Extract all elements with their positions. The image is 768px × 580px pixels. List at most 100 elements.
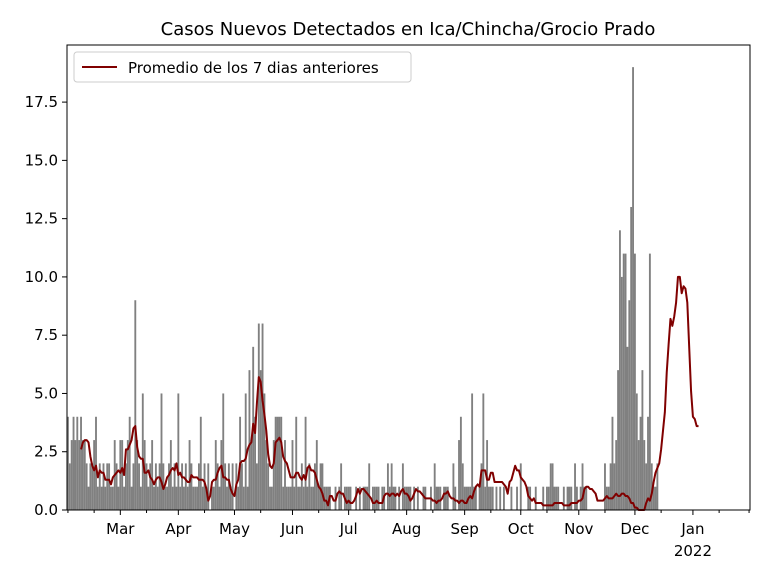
x-tick-label: Apr — [165, 520, 192, 538]
daily-cases-bar — [645, 463, 648, 510]
daily-cases-bar — [276, 416, 279, 510]
daily-cases-bar — [338, 486, 341, 510]
x-tick-label: Dec — [620, 520, 649, 538]
y-tick-label: 0.0 — [34, 501, 58, 519]
daily-cases-bar — [269, 486, 271, 510]
daily-cases-bar — [325, 486, 328, 510]
daily-cases-bar — [413, 486, 416, 510]
daily-cases-bar — [141, 393, 144, 510]
daily-cases-bar — [263, 393, 266, 510]
daily-cases-bar — [317, 486, 320, 510]
daily-cases-bar — [302, 486, 305, 510]
daily-cases-bar — [581, 463, 584, 510]
daily-cases-bar — [613, 463, 616, 510]
daily-cases-bar — [304, 416, 307, 510]
daily-cases-bar — [495, 486, 498, 510]
daily-cases-bar — [398, 486, 401, 510]
daily-cases-bar — [444, 486, 447, 510]
daily-cases-bar — [149, 463, 152, 510]
daily-cases-bar — [654, 486, 657, 510]
daily-cases-bar — [315, 440, 318, 510]
daily-cases-bar — [482, 393, 485, 510]
daily-cases-bar — [138, 463, 140, 510]
daily-cases-bar — [270, 486, 273, 510]
daily-cases-bar — [117, 486, 120, 510]
daily-cases-bar — [93, 440, 96, 510]
daily-cases-bar — [454, 486, 457, 510]
daily-cases-bar — [471, 393, 474, 510]
daily-cases-bar — [282, 486, 285, 510]
daily-cases-bar — [516, 486, 518, 510]
daily-cases-bar — [635, 393, 638, 510]
daily-cases-bar — [224, 463, 227, 510]
daily-cases-bar — [527, 486, 530, 510]
legend-label: Promedio de los 7 dias anteriores — [128, 59, 379, 77]
daily-cases-bar — [547, 486, 550, 510]
daily-cases-bar — [626, 346, 629, 510]
daily-cases-bar — [212, 486, 215, 510]
daily-cases-bar — [308, 463, 311, 510]
daily-cases-bar — [433, 463, 436, 510]
daily-cases-bar — [503, 486, 505, 510]
daily-cases-bar — [557, 486, 560, 510]
daily-cases-bar — [81, 440, 84, 510]
daily-cases-bar — [134, 300, 137, 510]
legend-box — [73, 51, 412, 83]
daily-cases-bar — [126, 440, 129, 510]
daily-cases-bar — [95, 416, 97, 510]
daily-cases-bar — [278, 416, 281, 510]
daily-cases-bar — [534, 486, 537, 510]
daily-cases-bar — [188, 440, 191, 510]
daily-cases-bar — [244, 393, 247, 510]
daily-cases-bar — [100, 486, 103, 510]
daily-cases-bar — [643, 440, 646, 510]
daily-cases-bar — [630, 206, 633, 511]
daily-cases-bar — [177, 393, 180, 510]
daily-cases-bar — [570, 486, 573, 510]
daily-cases-bar — [87, 486, 90, 510]
daily-cases-bar — [375, 486, 378, 510]
y-tick-label: 5.0 — [34, 384, 58, 402]
daily-cases-bar — [106, 463, 109, 510]
daily-cases-bar — [143, 440, 146, 510]
daily-cases-bar — [340, 463, 343, 510]
daily-cases-bar — [641, 370, 644, 510]
daily-cases-bar — [115, 463, 118, 510]
daily-cases-bar — [364, 486, 367, 510]
x-tick-label: Mar — [106, 520, 135, 538]
average-line-layer — [80, 275, 699, 511]
daily-cases-bar — [368, 463, 371, 510]
daily-cases-bar — [499, 486, 502, 510]
daily-cases-bar — [119, 440, 122, 510]
daily-cases-bar — [201, 486, 204, 510]
y-tick-label: 10.0 — [25, 268, 58, 286]
daily-cases-bar — [123, 486, 126, 510]
daily-cases-bar — [542, 486, 545, 510]
daily-cases-bar — [620, 276, 623, 510]
x-tick-label: Jul — [339, 520, 358, 538]
daily-cases-bar — [196, 486, 198, 510]
daily-cases-bar — [169, 440, 172, 510]
daily-cases-bar — [166, 486, 169, 510]
daily-cases-bar — [259, 370, 262, 510]
daily-cases-bar — [145, 463, 148, 510]
daily-cases-bar — [183, 486, 185, 510]
daily-cases-bar — [469, 486, 472, 510]
daily-cases-bar — [284, 440, 286, 510]
daily-cases-bar — [633, 253, 636, 511]
daily-cases-bar — [186, 486, 189, 510]
daily-cases-bar — [652, 486, 655, 510]
daily-cases-bar — [366, 486, 369, 510]
daily-cases-bar — [489, 486, 492, 510]
daily-cases-bar — [96, 486, 99, 510]
daily-cases-bar — [386, 463, 389, 510]
daily-cases-bar — [257, 323, 260, 510]
daily-cases-bar — [306, 486, 309, 510]
daily-cases-bar — [377, 486, 380, 510]
daily-cases-bar — [473, 486, 475, 510]
daily-cases-bar — [89, 463, 92, 510]
daily-cases-bar — [604, 463, 606, 510]
daily-cases-bar — [622, 253, 625, 511]
daily-cases-bar — [160, 393, 163, 510]
daily-cases-bar — [575, 486, 578, 510]
